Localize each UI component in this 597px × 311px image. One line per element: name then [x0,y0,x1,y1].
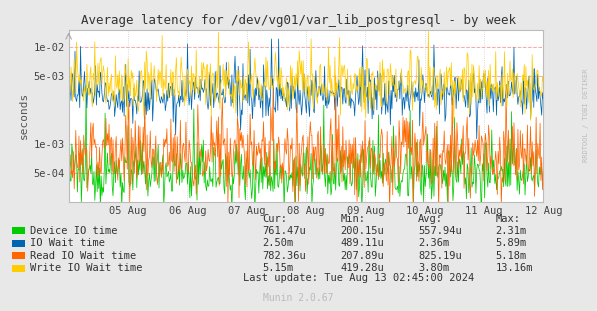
Text: RRDTOOL / TOBI OETIKER: RRDTOOL / TOBI OETIKER [583,68,589,162]
Text: 489.11u: 489.11u [340,238,384,248]
Text: 200.15u: 200.15u [340,226,384,236]
Text: 3.80m: 3.80m [418,263,449,273]
Text: 5.18m: 5.18m [496,251,527,261]
Text: 5.15m: 5.15m [263,263,294,273]
Text: 2.31m: 2.31m [496,226,527,236]
Text: Max:: Max: [496,214,521,224]
Text: Last update: Tue Aug 13 02:45:00 2024: Last update: Tue Aug 13 02:45:00 2024 [242,273,474,283]
Text: Write IO Wait time: Write IO Wait time [30,263,142,273]
Text: 13.16m: 13.16m [496,263,533,273]
Text: 5.89m: 5.89m [496,238,527,248]
Text: 761.47u: 761.47u [263,226,306,236]
Text: Device IO time: Device IO time [30,226,118,236]
Text: 2.36m: 2.36m [418,238,449,248]
Text: 419.28u: 419.28u [340,263,384,273]
Text: Munin 2.0.67: Munin 2.0.67 [263,293,334,303]
Text: 2.50m: 2.50m [263,238,294,248]
Text: 782.36u: 782.36u [263,251,306,261]
Text: Average latency for /dev/vg01/var_lib_postgresql - by week: Average latency for /dev/vg01/var_lib_po… [81,14,516,27]
Text: IO Wait time: IO Wait time [30,238,105,248]
Text: Avg:: Avg: [418,214,443,224]
Text: 557.94u: 557.94u [418,226,461,236]
Y-axis label: seconds: seconds [19,92,29,139]
Text: 825.19u: 825.19u [418,251,461,261]
Text: 207.89u: 207.89u [340,251,384,261]
Text: Min:: Min: [340,214,365,224]
Text: Cur:: Cur: [263,214,288,224]
Text: Read IO Wait time: Read IO Wait time [30,251,136,261]
